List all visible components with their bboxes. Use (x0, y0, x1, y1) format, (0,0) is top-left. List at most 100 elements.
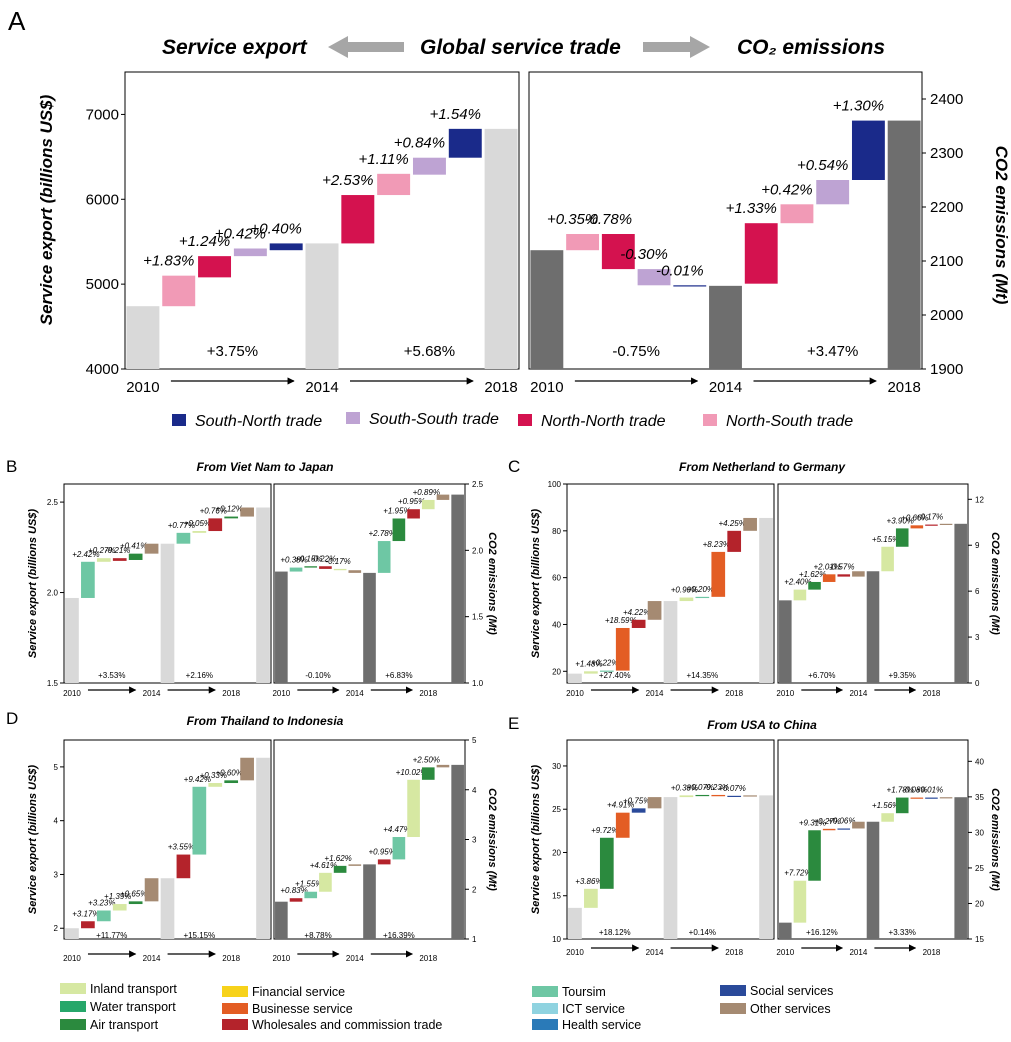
total-bar (709, 285, 742, 369)
total-bar (954, 523, 967, 683)
y-axis-label-co2: CO2 emissions (Mt) (486, 532, 498, 635)
delta-bar (192, 786, 207, 855)
delta-bar (198, 256, 232, 278)
delta-bar (407, 779, 420, 838)
total-bar (451, 494, 464, 683)
delta-bar (637, 269, 671, 286)
total-bar (568, 907, 582, 939)
delta-bar (816, 180, 850, 205)
bar-data-label: +0.01% (916, 786, 943, 795)
header-co2-emissions: CO₂ emissions (737, 36, 885, 59)
delta-bar (162, 275, 196, 307)
bar-data-label: -0.30% (620, 246, 668, 263)
delta-bar (881, 813, 894, 822)
period-change-label: +27.40% (599, 671, 631, 680)
x-tick-label: 2010 (776, 689, 794, 698)
y-tick-label: 2.0 (472, 546, 484, 555)
bar-data-label: +18.59% (605, 616, 637, 625)
total-bar (954, 797, 967, 939)
legend-swatch (60, 1019, 86, 1030)
delta-bar (176, 854, 191, 879)
y-tick-label: 0 (975, 679, 980, 688)
delta-bar (673, 285, 707, 287)
legend-swatch (60, 983, 86, 994)
delta-bar (566, 234, 600, 251)
panel-a-left-ylabel: Service export (billions US$) (37, 94, 56, 325)
legend-a-swatch-south-south (346, 412, 360, 424)
y-tick-label: 20 (552, 848, 561, 857)
y-tick-label: 1 (472, 935, 477, 944)
legend-a-label-south-south: South-South trade (369, 411, 499, 428)
x-tick-label: 2010 (126, 379, 159, 396)
delta-bar (743, 517, 757, 531)
x-tick-label: 2018 (419, 954, 437, 963)
y-tick-label: 2100 (930, 253, 963, 270)
y-tick-label: 4 (54, 817, 59, 826)
delta-bar (793, 880, 807, 923)
bar-data-label: +1.83% (143, 253, 194, 270)
period-change-label: +0.14% (689, 928, 716, 937)
bar-data-label: +0.35% (547, 211, 598, 228)
subplot-co2: +2.40%+1.62%+2.01%-0.57% +5.15% +3.90%+0.6… (776, 483, 984, 698)
bar-data-label: -0.22% (311, 554, 336, 563)
bar-data-label: +0.89% (413, 488, 440, 497)
delta-bar (711, 794, 726, 797)
y-tick-label: 10 (552, 935, 561, 944)
delta-bar (269, 243, 303, 251)
delta-bar (208, 783, 223, 787)
bar-data-label: +4.22% (623, 608, 650, 617)
y-tick-label: 25 (975, 864, 984, 873)
panel-letter-a: A (8, 6, 26, 36)
total-bar (663, 601, 678, 683)
delta-bar (695, 596, 710, 599)
delta-bar (81, 921, 95, 929)
bar-data-label: +0.15% (295, 554, 322, 563)
y-tick-label: 3 (472, 836, 477, 845)
delta-bar (224, 780, 239, 784)
chart-e: From USA to China +3.86% +9.72% +4.91%+0.75… (530, 718, 1001, 957)
chart-b: From Viet Nam to Japan +2.42%+0.27%-0.21%… (27, 460, 498, 698)
legend-a-label-north-south: North-South trade (726, 413, 853, 430)
subplot-service: +2.42%+0.27%-0.21%+0.41% +0.77%+0.05% +0.7… (47, 483, 272, 698)
delta-bar (448, 128, 482, 158)
period-change-label: +5.68% (404, 343, 455, 360)
subplot-co2: +7.72% +9.31%+0.27%+0.06% +1.56% +1.78%-0.0… (776, 739, 984, 957)
bar-data-label: -0.21% (105, 546, 130, 555)
bar-data-label: +3.86% (575, 877, 602, 886)
bar-data-label: +1.78% (887, 786, 914, 795)
total-bar (530, 250, 564, 369)
delta-bar (647, 797, 662, 809)
period-change-label: +3.33% (889, 928, 916, 937)
delta-bar (96, 558, 111, 562)
delta-bar (925, 797, 938, 799)
x-tick-label: 2014 (143, 689, 161, 698)
y-tick-label: 30 (975, 828, 984, 837)
delta-bar (895, 797, 909, 814)
bar-data-label: -0.78% (585, 211, 633, 228)
bar-data-label: +0.76% (200, 506, 227, 515)
bar-data-label: +1.55% (295, 880, 322, 889)
legend-swatch (532, 986, 558, 997)
x-tick-label: 2018 (725, 689, 743, 698)
bar-data-label: +0.42% (761, 181, 812, 198)
header-global-service-trade: Global service trade (420, 36, 621, 59)
bar-data-label: +0.77% (168, 521, 195, 530)
x-tick-label: 2010 (272, 954, 290, 963)
delta-bar (910, 797, 924, 799)
bar-data-label: +0.54% (797, 157, 848, 174)
bar-data-label: +2.01% (813, 562, 840, 571)
x-tick-label: 2010 (63, 954, 81, 963)
y-tick-label: 2200 (930, 199, 963, 216)
bar-data-label: +0.42% (215, 226, 266, 243)
delta-bar (939, 523, 953, 525)
total-bar (305, 243, 339, 369)
y-tick-label: 5000 (86, 276, 119, 293)
bar-data-label: +1.62% (799, 570, 826, 579)
delta-bar (377, 541, 391, 573)
period-change-label: +3.75% (207, 343, 258, 360)
bar-data-label: +0.41% (120, 542, 147, 551)
header-service-export: Service export (162, 36, 308, 59)
y-tick-label: 1.5 (47, 679, 59, 688)
y-tick-label: 3 (54, 870, 59, 879)
